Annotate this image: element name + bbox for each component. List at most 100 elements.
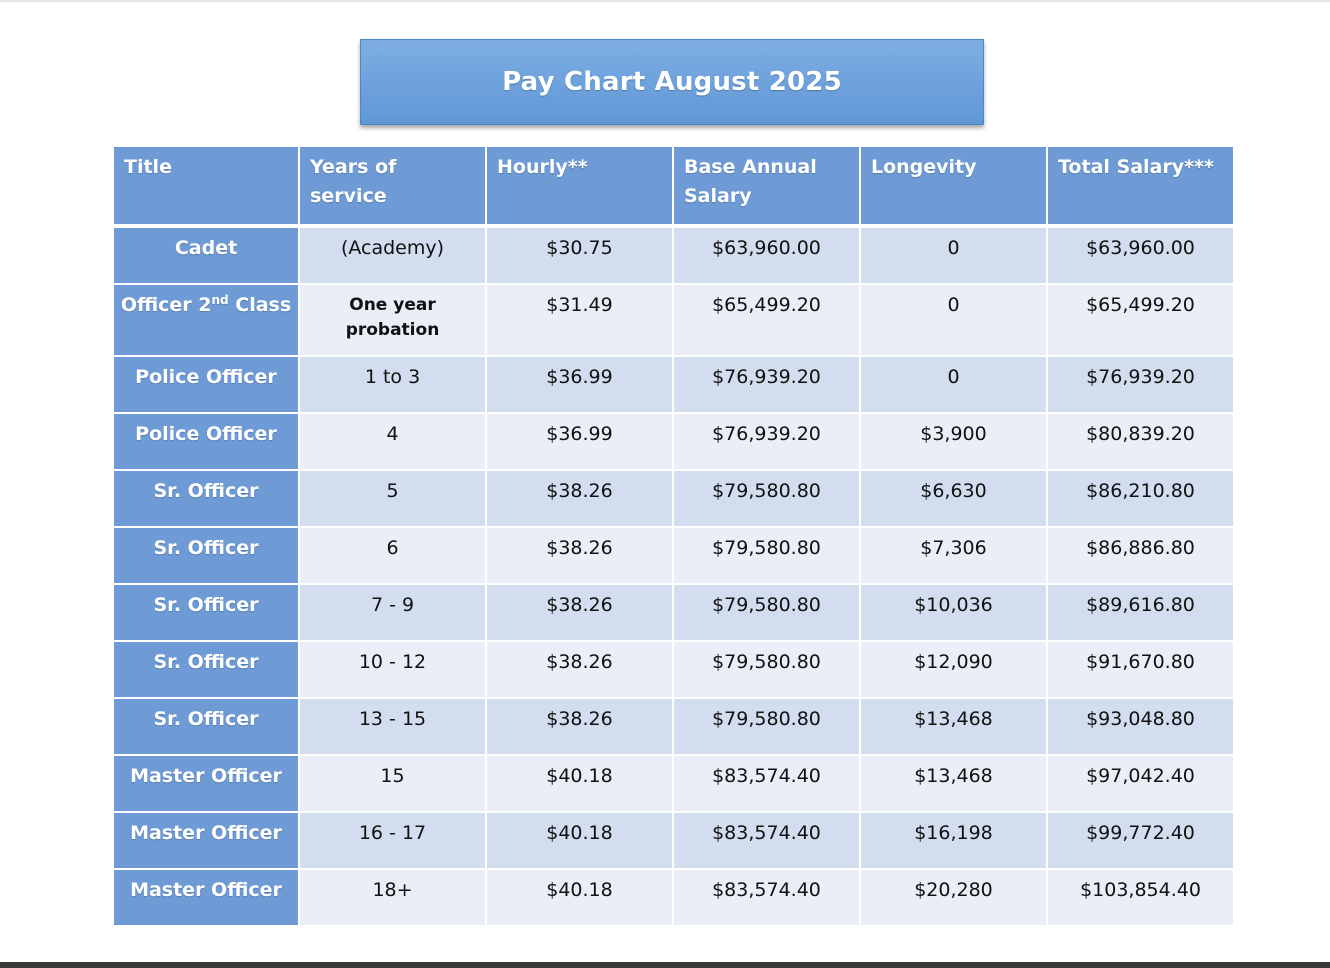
table-row: Master Officer 16 - 17 $40.18 $83,574.40 $16… xyxy=(112,811,1235,870)
hourly-cell: $40.18 xyxy=(485,754,674,813)
table-row: Master Officer 18+ $40.18 $83,574.40 $20,280… xyxy=(112,868,1235,927)
hourly-cell: $40.18 xyxy=(485,811,674,870)
row-title-text: Sr. Officer xyxy=(153,537,259,559)
longevity-cell: $12,090 xyxy=(859,640,1048,699)
years-of-service-cell: 15 xyxy=(298,754,487,813)
row-title-text: Officer 2 xyxy=(120,294,212,316)
total-salary-cell: $65,499.20 xyxy=(1046,283,1235,357)
row-title: Master Officer xyxy=(112,868,300,927)
longevity-cell: $20,280 xyxy=(859,868,1048,927)
years-of-service-cell: 7 - 9 xyxy=(298,583,487,642)
row-title: Sr. Officer xyxy=(112,469,300,528)
table-row: Sr. Officer 6 $38.26 $79,580.80 $7,306 $86,88… xyxy=(112,526,1235,585)
column-header-hourly: Hourly** xyxy=(485,145,674,227)
total-salary-cell: $86,210.80 xyxy=(1046,469,1235,528)
longevity-cell: $10,036 xyxy=(859,583,1048,642)
longevity-cell: $7,306 xyxy=(859,526,1048,585)
hourly-cell: $36.99 xyxy=(485,412,674,471)
base-salary-cell: $79,580.80 xyxy=(672,697,861,756)
total-salary-cell: $103,854.40 xyxy=(1046,868,1235,927)
total-salary-cell: $99,772.40 xyxy=(1046,811,1235,870)
base-salary-cell: $76,939.20 xyxy=(672,412,861,471)
total-salary-cell: $91,670.80 xyxy=(1046,640,1235,699)
row-title: Master Officer xyxy=(112,754,300,813)
base-salary-cell: $79,580.80 xyxy=(672,583,861,642)
hourly-cell: $38.26 xyxy=(485,640,674,699)
total-salary-cell: $86,886.80 xyxy=(1046,526,1235,585)
hourly-cell: $36.99 xyxy=(485,355,674,414)
column-header-total-salary: Total Salary*** xyxy=(1046,145,1235,227)
hourly-cell: $31.49 xyxy=(485,283,674,357)
longevity-cell: 0 xyxy=(859,355,1048,414)
total-salary-cell: $63,960.00 xyxy=(1046,225,1235,285)
years-of-service-cell: 5 xyxy=(298,469,487,528)
table-row: Officer 2nd Class One year probation $31.4… xyxy=(112,283,1235,357)
years-of-service-cell: 16 - 17 xyxy=(298,811,487,870)
base-salary-cell: $79,580.80 xyxy=(672,526,861,585)
table-row: Master Officer 15 $40.18 $83,574.40 $13,468 $… xyxy=(112,754,1235,813)
total-salary-cell: $80,839.20 xyxy=(1046,412,1235,471)
years-of-service-cell: 10 - 12 xyxy=(298,640,487,699)
base-salary-cell: $79,580.80 xyxy=(672,469,861,528)
table-row: Cadet (Academy) $30.75 $63,960.00 0 $63,960.0… xyxy=(112,225,1235,285)
column-header-years: Years of service xyxy=(298,145,487,227)
bottom-divider xyxy=(0,962,1330,968)
total-salary-cell: $89,616.80 xyxy=(1046,583,1235,642)
total-salary-cell: $93,048.80 xyxy=(1046,697,1235,756)
column-header-longevity: Longevity xyxy=(859,145,1048,227)
hourly-cell: $38.26 xyxy=(485,526,674,585)
table-body: Cadet (Academy) $30.75 $63,960.00 0 $63,960.0… xyxy=(112,225,1235,927)
base-salary-cell: $83,574.40 xyxy=(672,868,861,927)
base-salary-cell: $83,574.40 xyxy=(672,811,861,870)
total-salary-cell: $97,042.40 xyxy=(1046,754,1235,813)
years-of-service-cell: 6 xyxy=(298,526,487,585)
base-salary-cell: $83,574.40 xyxy=(672,754,861,813)
table-row: Sr. Officer 10 - 12 $38.26 $79,580.80 $12,09… xyxy=(112,640,1235,699)
table-row: Police Officer 1 to 3 $36.99 $76,939.20 0 $76… xyxy=(112,355,1235,414)
years-of-service-cell: 18+ xyxy=(298,868,487,927)
row-title-superscript: nd xyxy=(211,293,229,307)
header-row: Title Years of service Hourly** Base Ann… xyxy=(112,145,1235,227)
years-of-service-cell: (Academy) xyxy=(298,225,487,285)
row-title-text: Sr. Officer xyxy=(153,480,259,502)
years-of-service-cell: 1 to 3 xyxy=(298,355,487,414)
table-row: Sr. Officer 7 - 9 $38.26 $79,580.80 $10,036 $… xyxy=(112,583,1235,642)
top-divider xyxy=(0,0,1330,2)
row-title-text: Master Officer xyxy=(130,822,282,844)
longevity-cell: $3,900 xyxy=(859,412,1048,471)
pay-table: Title Years of service Hourly** Base Ann… xyxy=(112,145,1235,927)
row-title: Master Officer xyxy=(112,811,300,870)
row-title: Sr. Officer xyxy=(112,526,300,585)
years-of-service-cell: 4 xyxy=(298,412,487,471)
total-salary-cell: $76,939.20 xyxy=(1046,355,1235,414)
row-title-text: Sr. Officer xyxy=(153,651,259,673)
column-header-title: Title xyxy=(112,145,300,227)
row-title-text: Sr. Officer xyxy=(153,594,259,616)
base-salary-cell: $76,939.20 xyxy=(672,355,861,414)
column-header-base-salary: Base Annual Salary xyxy=(672,145,861,227)
title-banner: Pay Chart August 2025 xyxy=(360,39,984,125)
years-of-service-cell: 13 - 15 xyxy=(298,697,487,756)
longevity-cell: 0 xyxy=(859,225,1048,285)
table-row: Sr. Officer 5 $38.26 $79,580.80 $6,630 $86,21… xyxy=(112,469,1235,528)
longevity-cell: $16,198 xyxy=(859,811,1048,870)
hourly-cell: $30.75 xyxy=(485,225,674,285)
row-title-text: Police Officer xyxy=(135,366,277,388)
row-title: Police Officer xyxy=(112,355,300,414)
page-title: Pay Chart August 2025 xyxy=(502,67,842,97)
longevity-cell: $6,630 xyxy=(859,469,1048,528)
row-title: Sr. Officer xyxy=(112,583,300,642)
base-salary-cell: $63,960.00 xyxy=(672,225,861,285)
row-title-text: Police Officer xyxy=(135,423,277,445)
base-salary-cell: $65,499.20 xyxy=(672,283,861,357)
table-row: Police Officer 4 $36.99 $76,939.20 $3,900 $80… xyxy=(112,412,1235,471)
row-title-text: Master Officer xyxy=(130,879,282,901)
hourly-cell: $38.26 xyxy=(485,697,674,756)
hourly-cell: $38.26 xyxy=(485,583,674,642)
row-title: Officer 2nd Class xyxy=(112,283,300,357)
row-title: Sr. Officer xyxy=(112,640,300,699)
row-title: Police Officer xyxy=(112,412,300,471)
years-of-service-cell: One year probation xyxy=(298,283,487,357)
hourly-cell: $38.26 xyxy=(485,469,674,528)
longevity-cell: $13,468 xyxy=(859,697,1048,756)
